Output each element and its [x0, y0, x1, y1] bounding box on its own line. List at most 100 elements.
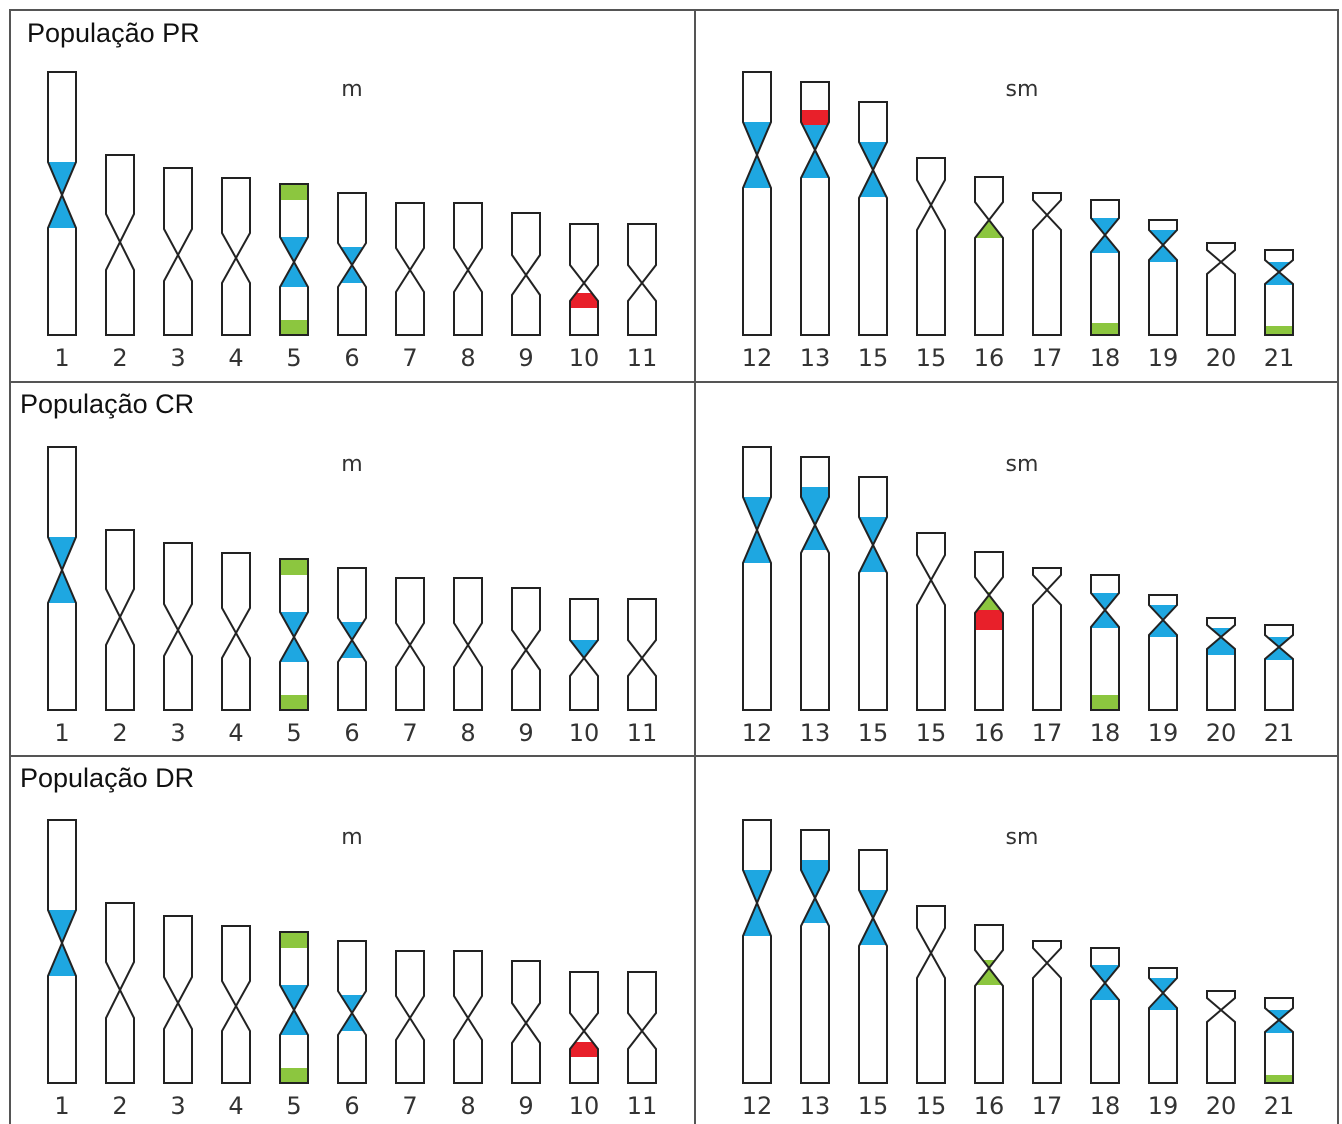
panel-frame [10, 10, 1338, 1124]
chromosome-number: 21 [1264, 344, 1295, 372]
group-label: sm [1006, 825, 1039, 850]
chromosome [338, 568, 366, 710]
chromosome-band [801, 860, 829, 923]
chromosome-number: 10 [569, 344, 600, 372]
chromosome-number: 7 [402, 1092, 417, 1120]
chromosome-number: 15 [858, 344, 889, 372]
chromosome-band [280, 320, 308, 335]
chromosome-number: 12 [742, 344, 773, 372]
chromosome-number: 3 [170, 1092, 185, 1120]
chromosome-band [1265, 1075, 1293, 1083]
chromosome [512, 213, 540, 335]
chromosome [859, 477, 887, 710]
chromosome [628, 599, 656, 710]
chromosome-band [280, 932, 308, 948]
chromosome-number: 9 [518, 1092, 533, 1120]
chromosome-band [1207, 628, 1235, 655]
chromosome-band [1091, 323, 1119, 335]
chromosome-number: 7 [402, 344, 417, 372]
chromosome-number: 18 [1090, 719, 1121, 747]
chromosome-number: 20 [1206, 719, 1237, 747]
chromosome [975, 177, 1003, 335]
chromosome-number: 16 [974, 1092, 1005, 1120]
chromosome-number: 2 [112, 344, 127, 372]
chromosome-number: 13 [800, 344, 831, 372]
chromosome-number: 5 [286, 1092, 301, 1120]
chromosome-number: 12 [742, 1092, 773, 1120]
chromosome [743, 447, 771, 710]
chromosome [1033, 941, 1061, 1083]
chromosome-number: 6 [344, 344, 359, 372]
chromosome-band [1265, 326, 1293, 335]
chromosome [164, 543, 192, 710]
group-label: sm [1006, 452, 1039, 477]
chromosome-number: 11 [627, 344, 658, 372]
chromosome [164, 916, 192, 1083]
chromosome-number: 1 [54, 719, 69, 747]
chromosome-number: 13 [800, 719, 831, 747]
chromosome-number: 19 [1148, 1092, 1179, 1120]
chromosome [1033, 193, 1061, 335]
population-title: População PR [27, 18, 200, 48]
chromosome-number: 17 [1032, 344, 1063, 372]
chromosome-number: 21 [1264, 1092, 1295, 1120]
chromosome-number: 10 [569, 1092, 600, 1120]
chromosome-number: 12 [742, 719, 773, 747]
chromosome-number: 9 [518, 344, 533, 372]
karyotype-figure: População PRmsm1234567891011121315151617… [0, 0, 1342, 1124]
chromosome-number: 19 [1148, 719, 1179, 747]
chromosome-number: 11 [627, 1092, 658, 1120]
chromosome [454, 951, 482, 1083]
chromosome [628, 224, 656, 335]
chromosome [396, 578, 424, 710]
chromosome-number: 4 [228, 344, 243, 372]
chromosome-number: 6 [344, 719, 359, 747]
chromosome-number: 1 [54, 344, 69, 372]
chromosome-number: 8 [460, 1092, 475, 1120]
chromosome-number: 18 [1090, 1092, 1121, 1120]
chromosome-number: 8 [460, 344, 475, 372]
chromosome-band [801, 487, 829, 550]
chromosome-number: 7 [402, 719, 417, 747]
chromosome-number: 5 [286, 344, 301, 372]
chromosome-number: 10 [569, 719, 600, 747]
chromosome [396, 951, 424, 1083]
group-label: m [341, 452, 362, 477]
chromosome [975, 552, 1003, 710]
chromosome [1207, 243, 1235, 335]
chromosome [743, 820, 771, 1083]
group-label: m [341, 825, 362, 850]
population-title: População DR [20, 763, 194, 793]
chromosome-number: 18 [1090, 344, 1121, 372]
chromosome-number: 16 [974, 344, 1005, 372]
group-label: sm [1006, 77, 1039, 102]
chromosome-number: 9 [518, 719, 533, 747]
chromosome-band [801, 110, 829, 125]
chromosome-number: 11 [627, 719, 658, 747]
chromosome-number: 17 [1032, 1092, 1063, 1120]
chromosome-number: 20 [1206, 344, 1237, 372]
chromosome-number: 15 [858, 719, 889, 747]
chromosome-number: 3 [170, 719, 185, 747]
chromosome-number: 2 [112, 719, 127, 747]
chromosome [106, 530, 134, 710]
chromosome [628, 972, 656, 1083]
chromosome-band [1091, 695, 1119, 710]
chromosome [570, 972, 598, 1083]
chromosome-number: 19 [1148, 344, 1179, 372]
chromosome-number: 21 [1264, 719, 1295, 747]
group-label: m [341, 77, 362, 102]
chromosome-band [280, 1068, 308, 1083]
chromosome [106, 903, 134, 1083]
chromosome-number: 15 [916, 344, 947, 372]
chromosome [1033, 568, 1061, 710]
chromosome-band [975, 220, 1003, 238]
chromosome-number: 17 [1032, 719, 1063, 747]
chromosome-number: 16 [974, 719, 1005, 747]
chromosome-number: 15 [858, 1092, 889, 1120]
chromosome [164, 168, 192, 335]
chromosome-number: 20 [1206, 1092, 1237, 1120]
chromosome [512, 961, 540, 1083]
chromosome [512, 588, 540, 710]
chromosome-band [280, 559, 308, 575]
